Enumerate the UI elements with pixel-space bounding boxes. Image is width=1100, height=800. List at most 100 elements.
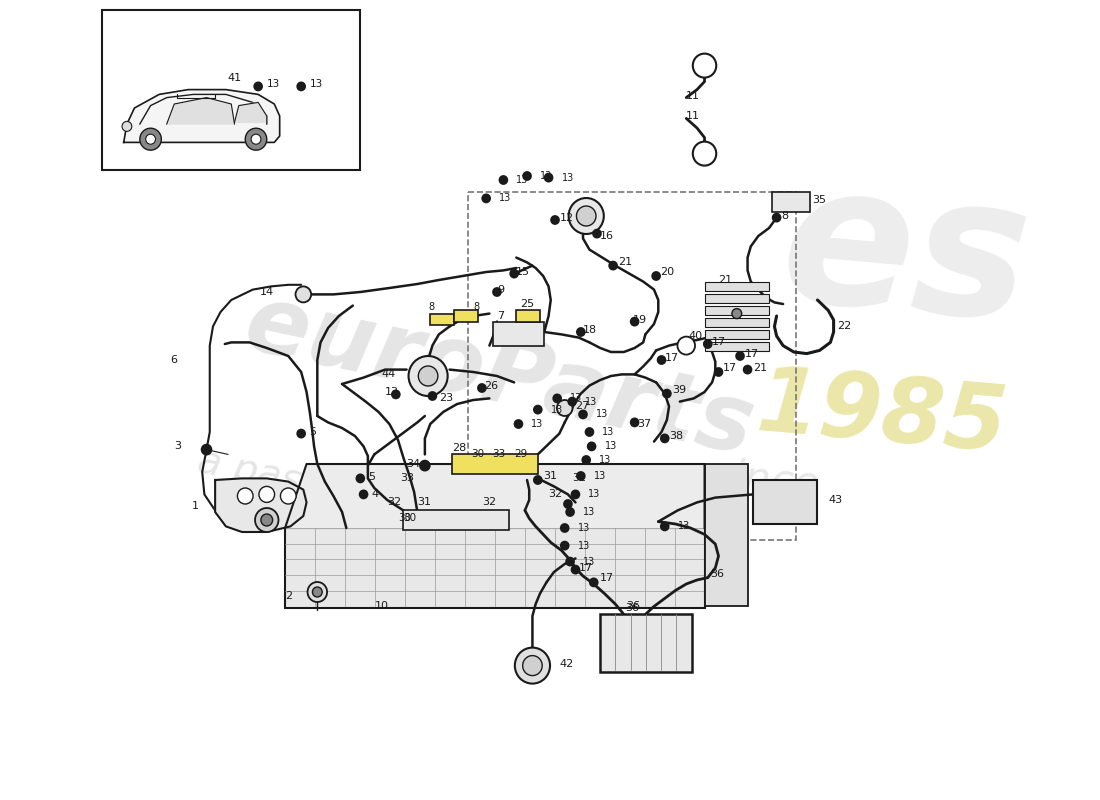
Circle shape bbox=[551, 216, 559, 224]
Circle shape bbox=[145, 134, 155, 144]
Circle shape bbox=[561, 542, 569, 550]
Circle shape bbox=[140, 128, 162, 150]
Circle shape bbox=[296, 286, 311, 302]
Circle shape bbox=[493, 288, 500, 296]
Circle shape bbox=[251, 134, 261, 144]
Text: 34: 34 bbox=[407, 459, 420, 469]
Bar bbox=[454, 310, 477, 322]
Bar bbox=[704, 282, 769, 291]
Text: 5: 5 bbox=[367, 472, 375, 482]
Bar bbox=[516, 310, 540, 322]
Bar bbox=[772, 192, 810, 212]
Circle shape bbox=[579, 410, 587, 418]
Text: 36: 36 bbox=[710, 570, 724, 579]
Text: 43: 43 bbox=[828, 495, 843, 505]
Circle shape bbox=[312, 587, 322, 597]
Text: 13: 13 bbox=[600, 455, 612, 465]
Text: 13: 13 bbox=[310, 79, 323, 89]
Circle shape bbox=[652, 272, 660, 280]
Text: 14: 14 bbox=[261, 287, 274, 297]
Text: 37: 37 bbox=[637, 419, 651, 429]
Text: 13: 13 bbox=[583, 507, 595, 517]
Bar bbox=[404, 510, 509, 530]
Circle shape bbox=[510, 270, 518, 278]
Circle shape bbox=[609, 262, 617, 270]
Text: 13: 13 bbox=[603, 427, 615, 437]
Circle shape bbox=[572, 490, 580, 498]
Circle shape bbox=[772, 214, 781, 222]
Circle shape bbox=[582, 456, 590, 464]
Text: 13: 13 bbox=[385, 387, 399, 397]
Bar bbox=[430, 314, 454, 325]
Text: 32: 32 bbox=[387, 498, 402, 507]
Bar bbox=[752, 480, 817, 524]
Circle shape bbox=[569, 198, 604, 234]
Text: 13: 13 bbox=[605, 442, 617, 451]
Text: 13: 13 bbox=[540, 171, 552, 181]
Text: 30: 30 bbox=[398, 514, 411, 523]
Text: 3: 3 bbox=[174, 442, 182, 451]
Text: 13: 13 bbox=[561, 173, 574, 182]
Text: 32: 32 bbox=[549, 490, 563, 499]
Circle shape bbox=[297, 82, 305, 90]
Text: 35: 35 bbox=[812, 195, 826, 205]
Text: 10: 10 bbox=[375, 602, 388, 611]
Text: 36: 36 bbox=[626, 602, 640, 611]
Circle shape bbox=[576, 472, 585, 480]
Text: 13: 13 bbox=[499, 194, 512, 203]
Text: 11: 11 bbox=[686, 111, 701, 121]
Bar bbox=[704, 318, 769, 327]
Text: 39: 39 bbox=[672, 386, 686, 395]
Circle shape bbox=[704, 340, 712, 348]
Text: 42: 42 bbox=[559, 659, 573, 669]
Text: 12: 12 bbox=[559, 213, 573, 222]
Text: 13: 13 bbox=[583, 557, 595, 566]
Circle shape bbox=[661, 434, 669, 442]
Circle shape bbox=[515, 420, 522, 428]
Text: euroParts: euroParts bbox=[236, 277, 762, 475]
Text: 7: 7 bbox=[497, 311, 504, 321]
Text: 36: 36 bbox=[626, 603, 639, 613]
Bar bbox=[704, 464, 748, 606]
Circle shape bbox=[280, 488, 296, 504]
Circle shape bbox=[261, 514, 273, 526]
Text: 13: 13 bbox=[578, 541, 590, 550]
Text: es: es bbox=[774, 151, 1037, 361]
Text: 16: 16 bbox=[601, 231, 614, 241]
Text: 4: 4 bbox=[371, 490, 378, 499]
Text: 11: 11 bbox=[686, 91, 701, 101]
Bar bbox=[102, 10, 361, 170]
Circle shape bbox=[297, 430, 305, 438]
Polygon shape bbox=[123, 90, 279, 142]
Text: 8: 8 bbox=[781, 211, 788, 221]
Text: 21: 21 bbox=[752, 363, 767, 373]
Text: 13: 13 bbox=[678, 522, 690, 531]
Bar bbox=[704, 342, 769, 351]
Circle shape bbox=[408, 356, 448, 396]
Circle shape bbox=[566, 558, 574, 566]
Circle shape bbox=[576, 206, 596, 226]
Text: 1985: 1985 bbox=[752, 362, 1011, 470]
Circle shape bbox=[524, 172, 531, 180]
Bar bbox=[704, 330, 769, 339]
Text: 28: 28 bbox=[452, 443, 466, 453]
Text: 19: 19 bbox=[632, 315, 647, 325]
Bar bbox=[493, 322, 544, 346]
Text: 13: 13 bbox=[570, 394, 582, 403]
Circle shape bbox=[478, 384, 486, 392]
Circle shape bbox=[522, 656, 542, 675]
Circle shape bbox=[201, 445, 211, 454]
Text: 23: 23 bbox=[439, 394, 453, 403]
Circle shape bbox=[245, 128, 267, 150]
Text: since: since bbox=[710, 454, 822, 506]
Circle shape bbox=[736, 352, 744, 360]
Polygon shape bbox=[167, 98, 234, 124]
Circle shape bbox=[544, 174, 552, 182]
Text: 9: 9 bbox=[497, 285, 504, 294]
Text: a passion: a passion bbox=[194, 442, 382, 518]
Circle shape bbox=[420, 461, 430, 470]
Text: 17: 17 bbox=[723, 363, 737, 373]
Text: 27: 27 bbox=[575, 402, 590, 411]
Text: 13: 13 bbox=[594, 471, 606, 481]
Text: 31: 31 bbox=[417, 498, 431, 507]
